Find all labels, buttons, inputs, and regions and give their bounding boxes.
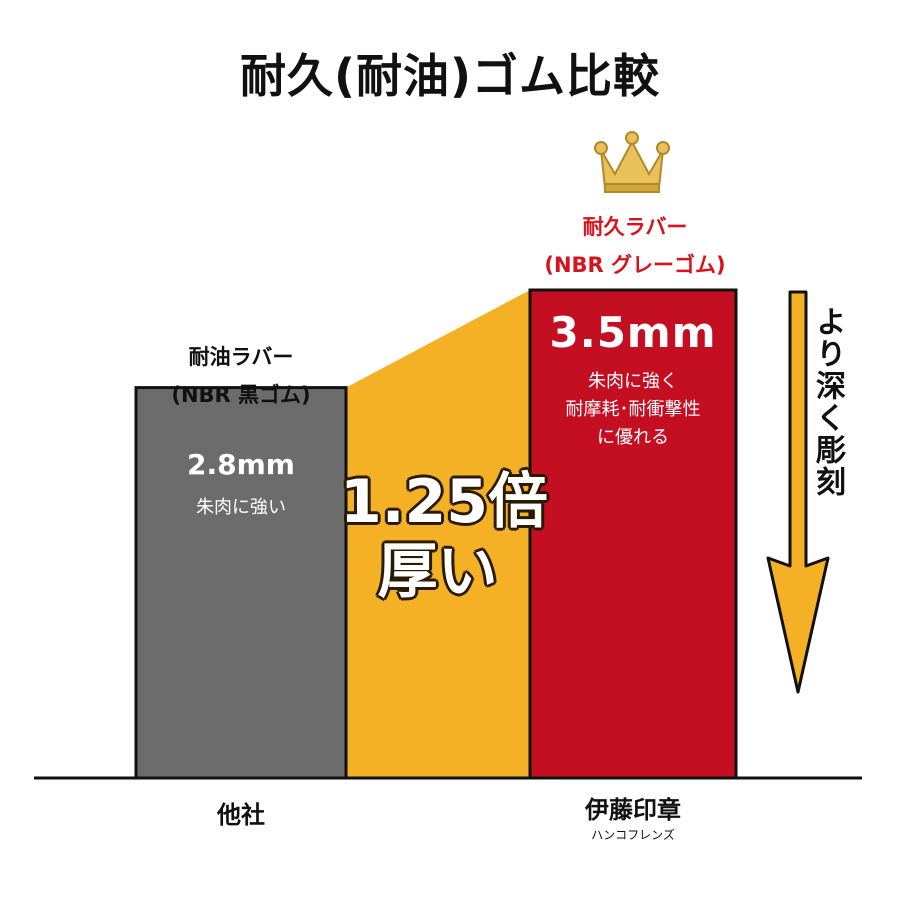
ratio-sublabel: 厚い bbox=[377, 537, 498, 607]
bar-other bbox=[134, 386, 348, 780]
description-ours-line2: 耐摩耗･耐衝撃性 bbox=[565, 399, 701, 420]
chart-title: 耐久(耐油)ゴム比較 bbox=[239, 49, 661, 103]
bar-label-line1-other: 耐油ラバー bbox=[188, 345, 294, 369]
description-other: 朱肉に強い bbox=[196, 497, 286, 518]
description-ours-line3: に優れる bbox=[597, 427, 669, 448]
x-tick-other: 他社 bbox=[217, 801, 265, 829]
depth-annotation: より深く彫刻 bbox=[810, 306, 845, 498]
bar-ours bbox=[528, 288, 738, 780]
bar-label-line2-other: (NBR 黒ゴム) bbox=[171, 383, 311, 407]
value-label-ours: 3.5mm bbox=[549, 308, 717, 357]
x-tick-ours: 伊藤印章 bbox=[585, 796, 681, 824]
ratio-label: 1.25倍 bbox=[340, 467, 549, 537]
depth-arrow-icon bbox=[766, 290, 830, 694]
comparison-connector bbox=[346, 290, 530, 778]
value-label-other: 2.8mm bbox=[187, 448, 295, 481]
crown-icon bbox=[594, 131, 670, 193]
bar-label-line1-ours: 耐久ラバー bbox=[582, 215, 688, 239]
description-ours-line1: 朱肉に強く bbox=[588, 371, 678, 392]
x-tick-ours-subtitle: ハンコフレンズ bbox=[591, 828, 675, 842]
bar-label-line2-ours: (NBR グレーゴム) bbox=[544, 253, 726, 277]
